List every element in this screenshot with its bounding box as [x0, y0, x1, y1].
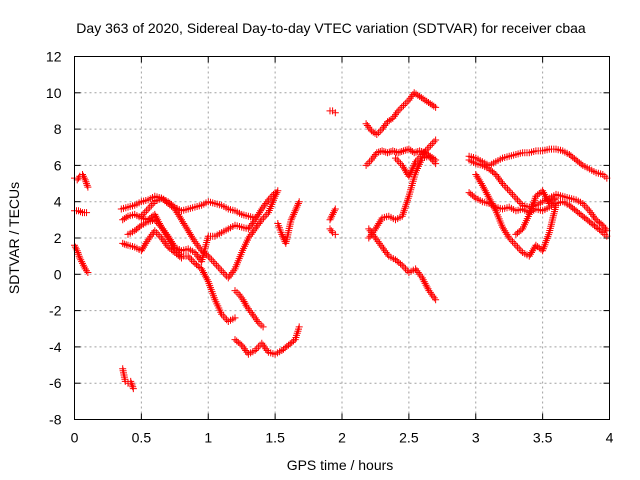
y-tick-label: 0 — [54, 266, 62, 282]
series-t19 — [365, 225, 440, 304]
series-t11 — [231, 323, 303, 358]
x-axis-ticks: 0 0.5 1 1.5 2 2.5 3 3.5 4 — [71, 56, 614, 446]
y-tick-label: 8 — [54, 121, 62, 137]
plus-markers — [326, 225, 339, 238]
series-t15 — [326, 225, 339, 238]
x-tick-label: 0 — [71, 430, 79, 446]
x-tick-label: 1.5 — [265, 430, 285, 446]
plus-markers — [365, 225, 440, 304]
series-t20 — [392, 136, 440, 180]
grid-lines — [74, 56, 610, 420]
x-tick-label: 3.5 — [533, 430, 553, 446]
plus-markers — [365, 152, 440, 242]
x-axis-label: GPS time / hours — [287, 457, 394, 473]
y-tick-label: -8 — [49, 412, 62, 428]
y-tick-label: -6 — [49, 375, 62, 391]
x-tick-label: 2.5 — [399, 430, 419, 446]
series-t13 — [326, 107, 339, 117]
plus-markers — [231, 323, 303, 358]
y-tick-label: 4 — [54, 194, 62, 210]
y-tick-label: 6 — [54, 157, 62, 173]
series-t14 — [326, 205, 339, 224]
plus-markers — [124, 189, 279, 266]
plus-markers — [71, 207, 91, 217]
series-t10 — [231, 287, 267, 331]
series-t18 — [365, 152, 440, 242]
plus-markers — [119, 365, 137, 393]
y-tick-label: -4 — [49, 339, 62, 355]
series-t24 — [472, 171, 560, 260]
x-tick-label: 0.5 — [132, 430, 152, 446]
x-tick-label: 3 — [472, 430, 480, 446]
data-points — [71, 89, 611, 393]
series-t8 — [124, 189, 279, 266]
plus-markers — [472, 171, 560, 260]
plus-markers — [465, 145, 611, 182]
plus-markers — [231, 287, 267, 331]
series-t4 — [119, 365, 137, 393]
plus-markers — [362, 89, 440, 138]
series-t12 — [274, 198, 303, 247]
y-axis-label: SDTVAR / TECUs — [6, 182, 22, 294]
series-t21 — [465, 145, 611, 182]
plot-frame — [74, 56, 610, 420]
plus-markers — [326, 107, 339, 117]
plus-markers — [512, 187, 560, 238]
y-axis-ticks: -8 -6 -4 -2 0 2 4 6 8 10 12 — [46, 49, 610, 428]
y-tick-label: 10 — [46, 85, 62, 101]
series-t25 — [512, 187, 560, 238]
series-t2 — [71, 207, 91, 217]
chart-title: Day 363 of 2020, Sidereal Day-to-day VTE… — [76, 20, 586, 36]
y-tick-label: 12 — [46, 49, 62, 65]
series-t16 — [362, 89, 440, 138]
plus-markers — [392, 136, 440, 180]
x-tick-label: 2 — [338, 430, 346, 446]
x-tick-label: 4 — [606, 430, 614, 446]
plus-markers — [274, 198, 303, 247]
plus-markers — [326, 205, 339, 224]
plus-markers — [137, 187, 282, 282]
series-t9 — [137, 187, 282, 282]
y-tick-label: -2 — [49, 303, 62, 319]
y-tick-label: 2 — [54, 230, 62, 246]
x-tick-label: 1 — [204, 430, 212, 446]
